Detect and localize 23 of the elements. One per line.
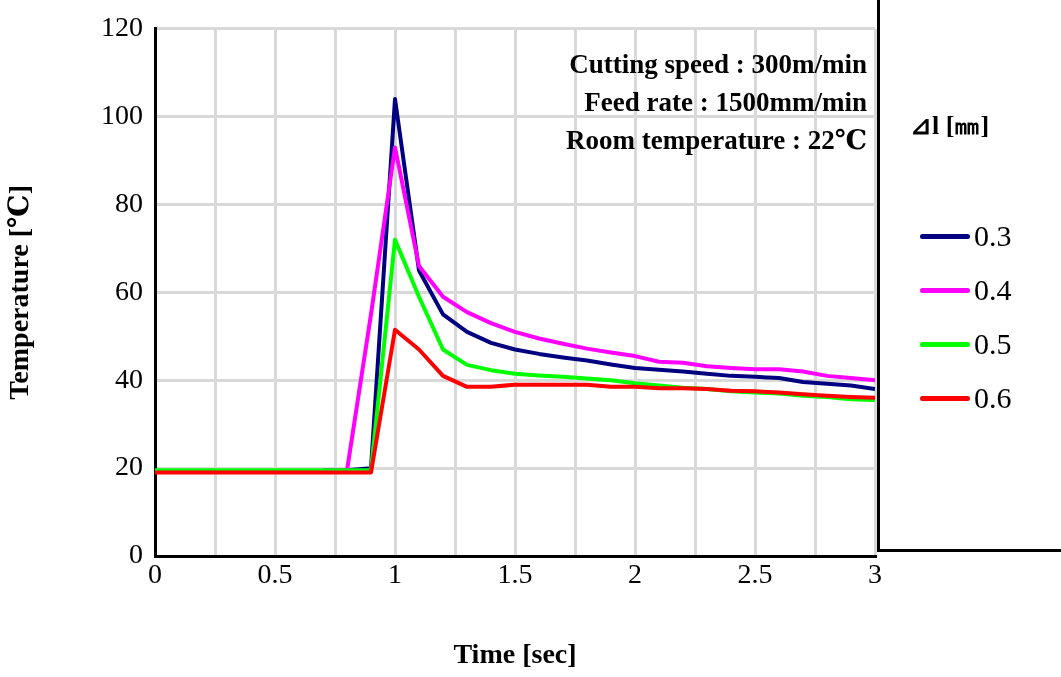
x-axis-title: Time [sec] <box>453 638 577 670</box>
x-tick-label: 1.5 <box>497 558 533 590</box>
x-tick-label: 1 <box>388 558 402 590</box>
legend-label: 0.5 <box>974 327 1012 361</box>
y-tick-label: 40 <box>115 362 143 394</box>
x-tick-label: 2 <box>628 558 642 590</box>
y-tick-label: 100 <box>101 99 143 131</box>
legend-label: 0.4 <box>974 273 1012 307</box>
annotation: Cutting speed : 300m/min <box>569 48 867 79</box>
y-tick-label: 80 <box>115 186 143 218</box>
y-tick-label: 60 <box>115 274 143 306</box>
x-tick-label: 2.5 <box>737 558 773 590</box>
y-tick-label: 20 <box>115 450 143 482</box>
legend-label: 0.3 <box>974 219 1012 253</box>
y-axis-title: Temperature [℃] <box>3 185 35 400</box>
legend-label: 0.6 <box>974 381 1012 415</box>
annotation: Room temperature : 22℃ <box>565 124 867 155</box>
y-tick-label: 0 <box>129 538 143 570</box>
x-tick-label: 0.5 <box>257 558 293 590</box>
annotation: Feed rate : 1500mm/min <box>584 86 867 117</box>
legend-title: ⊿l [㎜] <box>910 110 990 142</box>
y-tick-label: 120 <box>101 11 143 43</box>
x-tick-label: 3 <box>868 558 882 590</box>
